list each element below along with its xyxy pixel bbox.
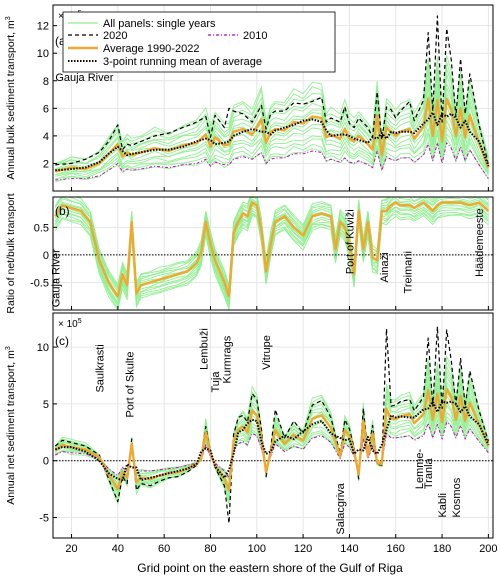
annotation-label: Tuja: [210, 371, 222, 393]
y-axis-label: Ratio of net/bulk transport: [5, 193, 17, 313]
annotation-label: Kurmrags: [222, 335, 234, 383]
y-tick-label: -5: [39, 513, 49, 525]
x-tick-label: 120: [294, 543, 312, 555]
y-tick-label: -0.5: [30, 277, 49, 289]
chart-panel-3: -5 0 5 10 20 40 60 80 100 120 140 160 180 200 × 105 (c)…: [5, 312, 498, 555]
y-tick-label: 0.5: [34, 222, 49, 234]
plot-area: [53, 197, 493, 310]
axes-frame: [52, 196, 494, 311]
y-tick-label: 6: [43, 103, 49, 115]
y-tick-label: 5: [43, 399, 49, 411]
annotation-label: Salacgriva: [335, 482, 347, 534]
single-year-line: [54, 369, 489, 500]
annotation-label: Tranla: [423, 457, 435, 489]
legend-label-average: Average 1990-2022: [103, 43, 199, 55]
y-axis-label: Annual net sediment transport, m3: [5, 346, 17, 505]
y-tick-label: 10: [37, 48, 49, 60]
single-year-line: [54, 197, 489, 286]
x-tick-label: 100: [248, 543, 266, 555]
series-2010-line: [55, 421, 489, 479]
y-tick-label: 2: [43, 158, 49, 170]
x-tick-label: 60: [158, 543, 170, 555]
series-average-line: [54, 201, 490, 298]
single-year-line: [55, 119, 489, 177]
single-year-line: [55, 68, 489, 166]
legend-box: [62, 11, 336, 73]
series-running-mean-line: [54, 400, 490, 481]
panel-label: (b): [55, 204, 70, 218]
y-axis-label-sup: 3: [5, 16, 12, 20]
series-2020-line: [54, 326, 489, 524]
y-multiplier-sup: 5: [78, 318, 82, 325]
single-year-line: [55, 132, 489, 180]
legend-label-running_mean: 3-point running mean of average: [103, 56, 262, 68]
annotation-label: Ainaži: [379, 252, 391, 282]
single-year-line: [54, 212, 489, 310]
y-axis-label: Annual bulk sediment transport, m3: [5, 16, 17, 179]
annotation-label: Port of Skulte: [124, 351, 136, 417]
series-running-mean-line: [55, 111, 490, 172]
annotation-label: Kabli: [437, 493, 449, 517]
x-tick-label: 20: [65, 543, 77, 555]
y-tick-label: 0: [43, 456, 49, 468]
x-tick-label: 140: [340, 543, 358, 555]
plot-area: [53, 326, 493, 524]
y-tick-label: 12: [37, 21, 49, 33]
annotation-label: Vitrupe: [261, 335, 273, 370]
y-tick-label: 0: [43, 250, 49, 262]
annotation-label: Gauja River: [50, 249, 62, 307]
y-multiplier-label: × 105: [58, 318, 82, 330]
y-tick-label: 10: [37, 342, 49, 354]
annotation-label: Gauja River: [55, 72, 113, 84]
series-average-line: [54, 387, 490, 492]
legend-label-y2020: 2020: [103, 30, 127, 42]
panel-label: (c): [55, 334, 69, 348]
x-tick-label: 80: [204, 543, 216, 555]
plot-area: [55, 15, 490, 183]
axes-frame: [52, 4, 494, 192]
y-tick-label: 4: [43, 131, 49, 143]
x-tick-label: 180: [433, 543, 451, 555]
legend-label-single_years: All panels: single years: [103, 18, 216, 30]
x-axis-label: Grid point on the eastern shore of the G…: [137, 561, 403, 575]
single-year-line: [55, 55, 489, 165]
single-year-line: [55, 113, 489, 176]
x-tick-label: 200: [479, 543, 497, 555]
y-axis-label-sup: 3: [5, 346, 12, 350]
annotation-label: Häädemeeste: [474, 208, 486, 277]
single-year-line: [55, 125, 489, 180]
annotation-label: Kosmos: [451, 477, 463, 517]
x-tick-label: 160: [387, 543, 405, 555]
axes-frame: [52, 312, 494, 539]
annotation-label: Saulkrasti: [94, 344, 106, 392]
chart-panel-2: -0.5 0 0.5 (b) Ratio of net/bulk transport Ga…: [5, 193, 494, 314]
series-average-line: [55, 97, 490, 173]
legend-label-y2010: 2010: [243, 30, 267, 42]
x-tick-label: 40: [112, 543, 124, 555]
series-2010-line: [55, 142, 489, 181]
annotation-label: Port of Kuviži: [344, 209, 356, 274]
annotation-label: Lemme-: [414, 448, 426, 489]
annotation-label: Lembuži: [199, 328, 211, 370]
single-year-line: [55, 105, 489, 176]
single-year-line: [55, 73, 489, 166]
series-2020-line: [55, 15, 489, 166]
single-year-line: [54, 400, 489, 488]
annotation-label: Treimani: [402, 251, 414, 293]
single-year-line: [55, 403, 489, 487]
y-tick-label: 8: [43, 76, 49, 88]
